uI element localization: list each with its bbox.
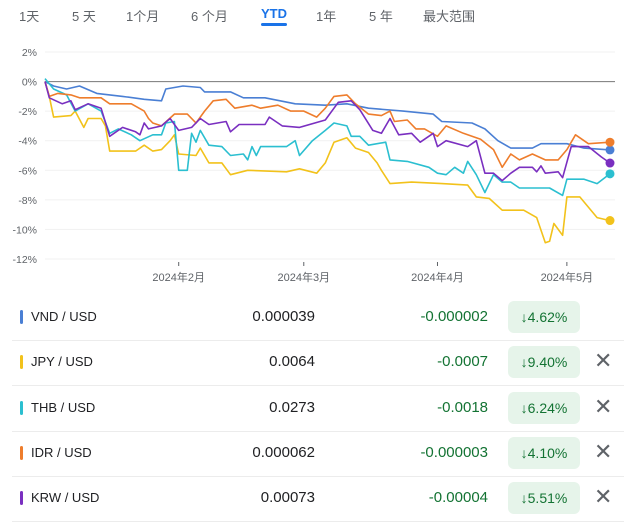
change-value: -0.000003: [420, 443, 488, 461]
y-tick-label: -4%: [18, 136, 37, 148]
percent-change-badge: ↓6.24%: [508, 391, 580, 424]
x-tick-label: 2024年4月: [411, 270, 464, 284]
series-end-point-idr: [605, 137, 615, 147]
close-icon[interactable]: ✕: [594, 348, 613, 374]
change-value: -0.0018: [437, 398, 488, 416]
series-end-point-vnd: [605, 145, 615, 155]
exchange-rate: 0.000062: [252, 443, 315, 461]
series-line-idr: [44, 81, 611, 169]
currency-row[interactable]: THB / USD 0.0273 -0.0018 ↓6.24% ✕: [12, 386, 624, 432]
tab-6m[interactable]: 6 个月: [191, 9, 228, 24]
y-tick-label: -8%: [18, 195, 37, 207]
x-tick-label: 2024年2月: [152, 270, 205, 284]
range-tabs: 1天 5 天 1个月 6 个月 YTD 1年 5 年 最大范围: [0, 0, 640, 30]
exchange-rate: 0.000039: [252, 308, 315, 325]
tab-1m[interactable]: 1个月: [126, 9, 160, 24]
close-icon[interactable]: ✕: [594, 438, 613, 464]
series-line-thb: [44, 78, 611, 197]
change-value: -0.000002: [420, 308, 488, 325]
y-tick-label: -12%: [12, 254, 37, 266]
series-end-point-krw: [605, 158, 615, 168]
change-value: -0.0007: [437, 353, 488, 371]
exchange-rate: 0.0273: [269, 398, 315, 416]
exchange-rate: 0.00073: [260, 489, 315, 507]
ytd-chart[interactable]: 2% 0% -2% -4% -6% -8% -10% -12% 2024年2月 2024年3月 20…: [0, 30, 640, 292]
percent-change-badge: ↓9.40%: [508, 346, 580, 379]
series-line-vnd: [44, 80, 611, 151]
tab-ytd[interactable]: YTD: [261, 6, 287, 26]
tab-1d[interactable]: 1天: [19, 9, 40, 24]
series-color-swatch: [20, 310, 23, 324]
y-tick-label: -6%: [18, 165, 37, 177]
y-tick-label: -2%: [18, 106, 37, 118]
y-tick-label: 2%: [22, 47, 37, 59]
currency-pair: THB / USD: [31, 399, 96, 415]
currency-row[interactable]: JPY / USD 0.0064 -0.0007 ↓9.40% ✕: [12, 340, 624, 387]
percent-change-badge: ↓4.10%: [508, 436, 580, 469]
currency-pair: JPY / USD: [31, 354, 93, 370]
currency-pair: IDR / USD: [31, 444, 92, 460]
x-tick-label: 2024年3月: [277, 270, 330, 284]
tab-5d[interactable]: 5 天: [72, 9, 96, 24]
series-color-swatch: [20, 491, 23, 506]
y-tick-label: 0%: [22, 77, 37, 89]
close-icon[interactable]: ✕: [594, 484, 613, 510]
currency-row[interactable]: IDR / USD 0.000062 -0.000003 ↓4.10% ✕: [12, 431, 624, 477]
change-value: -0.00004: [428, 489, 488, 507]
currency-row[interactable]: VND / USD 0.000039 -0.000002 ↓4.62%: [12, 295, 624, 341]
series-line-krw: [44, 81, 611, 182]
currency-row[interactable]: KRW / USD 0.00073 -0.00004 ↓5.51% ✕: [12, 476, 624, 523]
series-color-swatch: [20, 445, 23, 460]
series-end-point-thb: [605, 169, 615, 179]
currency-pair: KRW / USD: [31, 490, 100, 506]
percent-change-badge: ↓4.62%: [508, 301, 580, 333]
x-tick-label: 2024年5月: [541, 270, 594, 284]
exchange-rate: 0.0064: [269, 353, 315, 371]
percent-change-badge: ↓5.51%: [508, 482, 580, 515]
series-color-swatch: [20, 355, 23, 370]
close-icon[interactable]: ✕: [594, 393, 613, 419]
series-end-point-jpy: [605, 216, 615, 226]
series-color-swatch: [20, 400, 23, 415]
tab-max[interactable]: 最大范围: [423, 9, 476, 24]
currency-pair: VND / USD: [31, 309, 97, 324]
series-line-jpy: [44, 81, 611, 244]
tab-1y[interactable]: 1年: [316, 9, 337, 24]
tab-5y[interactable]: 5 年: [369, 9, 393, 24]
y-tick-label: -10%: [12, 224, 37, 236]
